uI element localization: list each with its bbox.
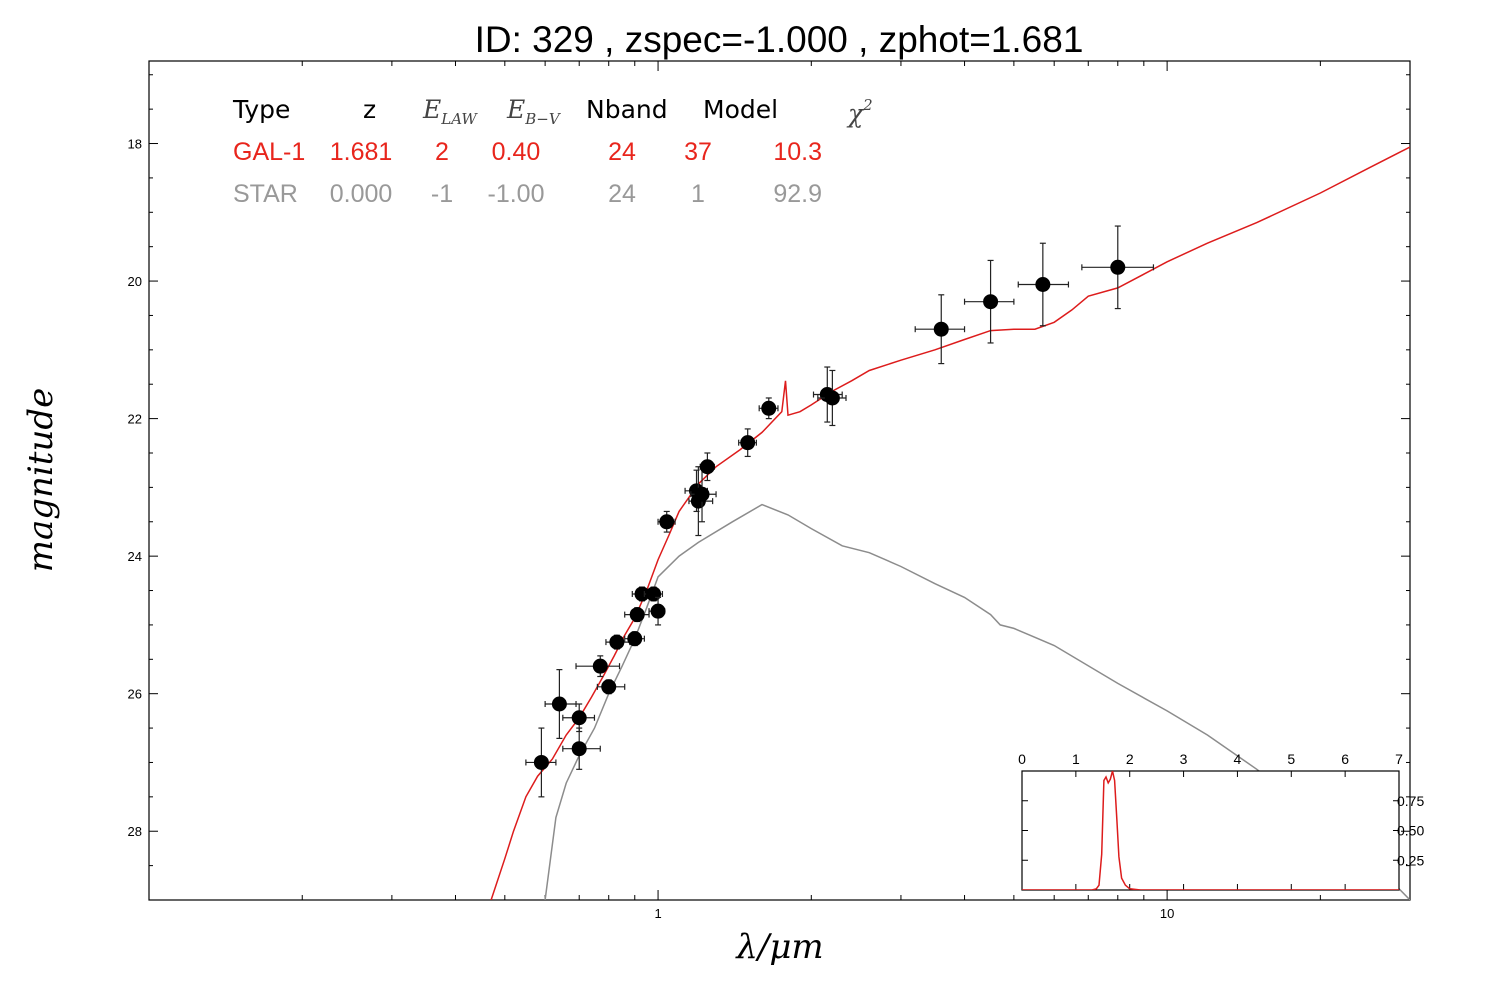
data-point bbox=[657, 510, 676, 533]
table-cell: STAR bbox=[233, 180, 298, 208]
inset-x-tick-label: 6 bbox=[1341, 751, 1349, 767]
data-point bbox=[690, 466, 717, 523]
data-point bbox=[738, 428, 757, 458]
table-cell: -1.00 bbox=[488, 180, 545, 208]
table-header-ebv: EB−V bbox=[506, 95, 562, 128]
data-marker bbox=[699, 459, 715, 475]
inset-x-tick-label: 2 bbox=[1126, 751, 1134, 767]
photometry-points bbox=[525, 225, 1155, 798]
table-header-z: z bbox=[363, 95, 376, 124]
data-marker bbox=[646, 586, 662, 602]
data-point bbox=[1017, 242, 1070, 327]
data-point bbox=[562, 703, 596, 733]
table-cell: 24 bbox=[608, 180, 636, 208]
x-axis-ticks: 1 10 bbox=[148, 61, 1411, 921]
y-tick-label: 28 bbox=[128, 824, 142, 839]
data-marker bbox=[650, 603, 666, 619]
table-cell: 2 bbox=[435, 138, 449, 166]
inset-x-tick-label: 3 bbox=[1180, 751, 1188, 767]
table-cell: 10.3 bbox=[773, 138, 822, 166]
data-marker bbox=[571, 741, 587, 757]
data-marker bbox=[1035, 277, 1051, 293]
data-marker bbox=[609, 634, 625, 650]
data-point bbox=[914, 294, 966, 365]
inset-x-tick-label: 4 bbox=[1234, 751, 1242, 767]
data-marker bbox=[629, 607, 645, 623]
data-point bbox=[1081, 225, 1155, 310]
plot-frame bbox=[148, 60, 1411, 901]
y-tick-label: 26 bbox=[128, 687, 142, 702]
table-header-type: Type bbox=[232, 95, 290, 124]
data-marker bbox=[592, 658, 608, 674]
x-axis-label: λ/μm bbox=[734, 927, 823, 967]
data-point bbox=[758, 397, 779, 420]
data-point bbox=[544, 669, 577, 739]
y-axis-label: magnitude bbox=[21, 388, 61, 573]
inset-x-tick-label: 7 bbox=[1395, 751, 1403, 767]
data-point bbox=[963, 259, 1015, 344]
fit-results-table: Type z ELAW EB−V Nband Model χ2 GAL-1 1.6… bbox=[232, 95, 873, 208]
data-marker bbox=[740, 435, 756, 451]
y-tick-label: 24 bbox=[128, 549, 142, 564]
series-line-gal-1 bbox=[490, 146, 1410, 900]
data-point bbox=[648, 596, 666, 626]
x-tick-label: 1 bbox=[654, 906, 661, 921]
x-tick-label: 10 bbox=[1160, 906, 1174, 921]
table-cell: 1.681 bbox=[330, 138, 393, 166]
data-marker bbox=[659, 514, 675, 530]
data-point bbox=[605, 634, 631, 650]
data-point bbox=[699, 452, 715, 482]
data-point bbox=[596, 679, 626, 695]
data-marker bbox=[571, 710, 587, 726]
data-marker bbox=[761, 400, 777, 416]
table-cell: GAL-1 bbox=[233, 138, 305, 166]
data-point bbox=[817, 369, 847, 427]
inset-y-tick-label: 0.75 bbox=[1397, 793, 1424, 809]
table-header-chi2: χ2 bbox=[846, 96, 873, 128]
table-cell: 37 bbox=[684, 138, 712, 166]
y-tick-label: 22 bbox=[128, 412, 142, 427]
data-point bbox=[525, 727, 557, 798]
data-point bbox=[575, 655, 621, 678]
table-cell: 0.40 bbox=[492, 138, 541, 166]
table-cell: 0.000 bbox=[330, 180, 393, 208]
y-tick-label: 20 bbox=[128, 274, 142, 289]
data-marker bbox=[983, 294, 999, 310]
inset-pdz-line bbox=[1022, 771, 1399, 890]
y-tick-label: 18 bbox=[128, 137, 142, 152]
data-marker bbox=[601, 679, 617, 695]
inset-x-tick-label: 0 bbox=[1018, 751, 1026, 767]
table-header-elaw: ELAW bbox=[422, 95, 478, 128]
data-point bbox=[562, 727, 601, 770]
table-header-nband: Nband bbox=[586, 95, 668, 124]
data-marker bbox=[551, 696, 567, 712]
inset-y-tick-label: 0.50 bbox=[1397, 823, 1424, 839]
data-marker bbox=[1110, 259, 1126, 275]
table-cell: 92.9 bbox=[773, 180, 822, 208]
table-header-model: Model bbox=[703, 95, 778, 124]
data-marker bbox=[627, 631, 643, 647]
table-cell: 24 bbox=[608, 138, 636, 166]
inset-y-tick-label: 0.25 bbox=[1397, 852, 1424, 868]
data-marker bbox=[634, 586, 650, 602]
table-cell: 1 bbox=[691, 180, 705, 208]
data-marker bbox=[694, 486, 710, 502]
inset-x-tick-label: 1 bbox=[1072, 751, 1080, 767]
data-point bbox=[624, 631, 645, 647]
data-marker bbox=[933, 321, 949, 337]
data-marker bbox=[533, 754, 549, 770]
pdz-inset: 0 1 2 3 4 5 6 7 0.25 0.50 0.75 bbox=[1018, 751, 1424, 891]
inset-x-tick-label: 5 bbox=[1287, 751, 1295, 767]
data-marker bbox=[824, 390, 840, 406]
table-cell: -1 bbox=[431, 180, 453, 208]
chart-title: ID: 329 , zspec=-1.000 , zphot=1.681 bbox=[475, 19, 1084, 60]
